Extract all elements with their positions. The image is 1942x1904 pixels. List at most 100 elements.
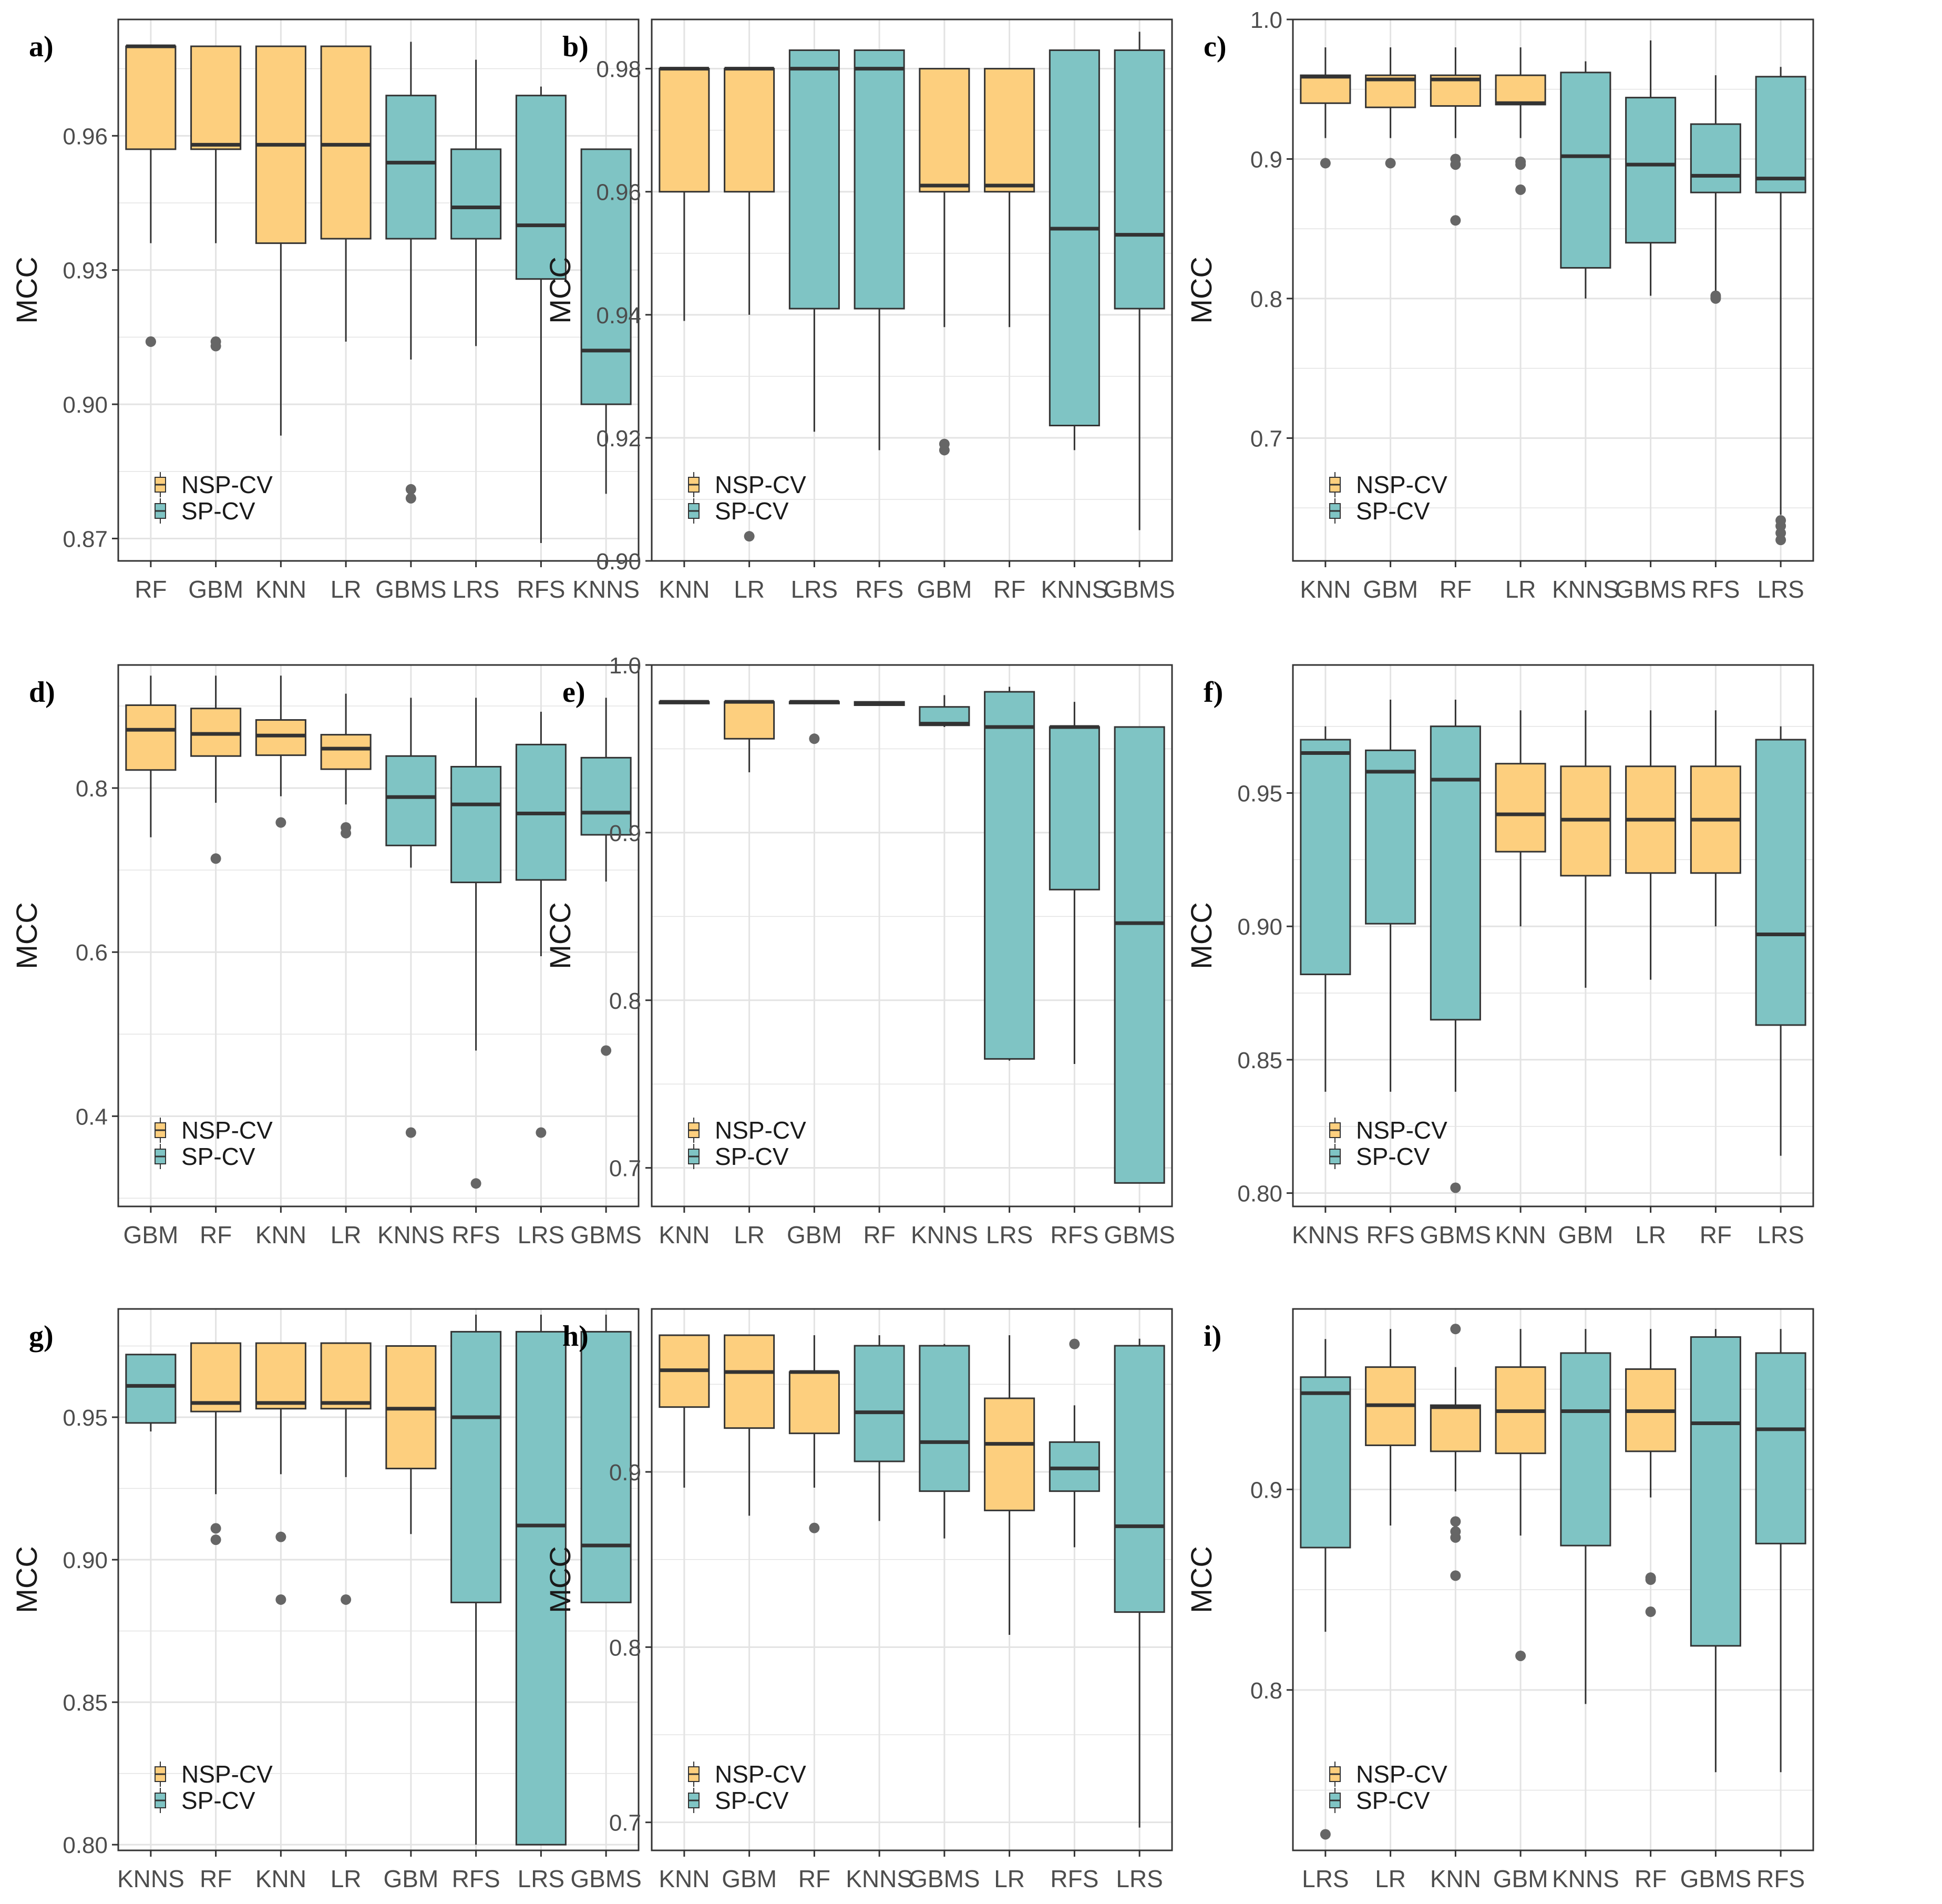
outlier-point [1450, 215, 1461, 226]
x-tick-label: RFS [452, 1221, 500, 1248]
box-lrs [984, 691, 1035, 1060]
x-tick-label: LR [331, 1865, 362, 1892]
outlier-point [1320, 1829, 1331, 1840]
x-tick-label: KNN [659, 1865, 710, 1892]
plot-border [117, 664, 640, 1207]
y-tick-label: 0.90 [596, 549, 641, 575]
plot-border [1292, 664, 1814, 1207]
panel-b: 0.90 0.92 0.94 0.96 0.98 KNN LR LRS RFS GBM RF KNNS… [543, 18, 1175, 603]
y-tick-label: 0.90 [63, 1548, 108, 1573]
x-tick-label: LR [331, 576, 362, 603]
x-tick-label: GBMS [570, 1221, 641, 1248]
panel-label: h) [562, 1320, 589, 1353]
outlier-point [1320, 158, 1331, 169]
y-axis-title: MCC [10, 902, 43, 969]
x-tick-label: RF [200, 1221, 232, 1248]
outlier-point [1710, 290, 1721, 301]
x-tick-label: KNNS [377, 1221, 445, 1248]
outlier-point [275, 1594, 286, 1605]
box-rfs [450, 1330, 502, 1603]
outlier-point [210, 1534, 221, 1545]
outlier-point [1385, 158, 1396, 169]
panel-label: d) [29, 676, 55, 709]
y-axis-title: MCC [1185, 902, 1218, 969]
panel-label: f) [1204, 676, 1223, 709]
panel-f: 0.80 0.85 0.90 0.95 KNNS RFS GBMS KNN GBM LR RF LRS… [1185, 664, 1814, 1248]
box-gbm [125, 704, 177, 771]
x-tick-label: RF [1440, 576, 1472, 603]
x-tick-label: KNN [659, 576, 710, 603]
y-tick-label: 0.6 [76, 940, 108, 966]
x-tick-label: GBM [1558, 1221, 1613, 1248]
x-tick-label: LRS [518, 1221, 564, 1248]
y-tick-label: 0.95 [63, 1405, 108, 1431]
box-lrs [1755, 76, 1806, 193]
outlier-point [1515, 156, 1526, 167]
y-tick-label: 0.8 [609, 988, 641, 1014]
box-lrs [450, 148, 502, 240]
x-tick-label: RF [200, 1865, 232, 1892]
box-rf [788, 1371, 840, 1435]
x-tick-label: GBMS [570, 1865, 641, 1892]
x-tick-label: KNN [1495, 1221, 1546, 1248]
outlier-point [405, 1127, 416, 1138]
outlier-point [939, 438, 950, 449]
y-tick-label: 0.98 [596, 57, 641, 83]
panel-label: c) [1204, 30, 1227, 63]
x-tick-label: GBM [383, 1865, 438, 1892]
outlier-point [405, 493, 416, 504]
x-tick-label: GBM [917, 576, 972, 603]
y-tick-label: 0.7 [609, 1156, 641, 1182]
box-knns [1560, 71, 1611, 269]
y-axis-title: MCC [10, 1546, 43, 1613]
x-tick-label: LR [1375, 1865, 1406, 1892]
box-knns [1560, 1352, 1611, 1547]
y-tick-label: 0.8 [609, 1635, 641, 1661]
box-knns [385, 755, 437, 846]
box-knn [1430, 1404, 1481, 1452]
legend-label: NSP-CV [1356, 1117, 1447, 1144]
x-tick-label: LR [1505, 576, 1536, 603]
x-tick-label: KNNS [1552, 576, 1619, 603]
x-tick-label: LRS [1757, 576, 1804, 603]
legend-label: SP-CV [715, 1787, 789, 1814]
plot-border [1292, 18, 1814, 562]
y-tick-label: 0.9 [609, 1460, 641, 1486]
y-tick-label: 1.0 [1250, 7, 1282, 33]
x-tick-label: LR [734, 576, 765, 603]
outlier-point [1450, 1516, 1461, 1527]
outlier-point [601, 1045, 612, 1056]
panel-g: 0.80 0.85 0.90 0.95 KNNS RF KNN LR GBM RFS LRS GBMS… [10, 1308, 642, 1892]
y-axis-title: MCC [1185, 257, 1218, 324]
x-tick-label: RF [1700, 1221, 1732, 1248]
x-tick-label: KNN [1300, 576, 1351, 603]
box-gbms [385, 95, 437, 240]
outlier-point [1450, 1182, 1461, 1193]
y-tick-label: 0.8 [1250, 1678, 1282, 1704]
legend-label: NSP-CV [1356, 471, 1447, 498]
outlier-point [1515, 1650, 1526, 1661]
outlier-point [275, 1531, 286, 1542]
box-gbms [919, 1345, 970, 1492]
box-gbms [1114, 726, 1165, 1184]
y-axis-title: MCC [543, 257, 577, 324]
outlier-point [1450, 1324, 1461, 1335]
box-gbms [580, 756, 632, 836]
x-tick-label: RFS [855, 576, 903, 603]
x-tick-label: RF [1635, 1865, 1667, 1892]
plot-background [1293, 19, 1813, 561]
legend-label: NSP-CV [181, 471, 273, 498]
plot-border [651, 664, 1173, 1207]
x-tick-label: RF [863, 1221, 895, 1248]
x-tick-label: GBMS [1104, 1221, 1175, 1248]
outlier-point [341, 1594, 352, 1605]
legend-label: NSP-CV [715, 1760, 806, 1788]
x-tick-label: LRS [1302, 1865, 1349, 1892]
y-tick-label: 0.8 [76, 776, 108, 802]
legend-label: SP-CV [715, 1143, 789, 1170]
box-knn [255, 719, 306, 756]
x-tick-label: KNNS [117, 1865, 184, 1892]
outlier-point [1775, 515, 1786, 526]
box-lr [984, 1397, 1035, 1511]
